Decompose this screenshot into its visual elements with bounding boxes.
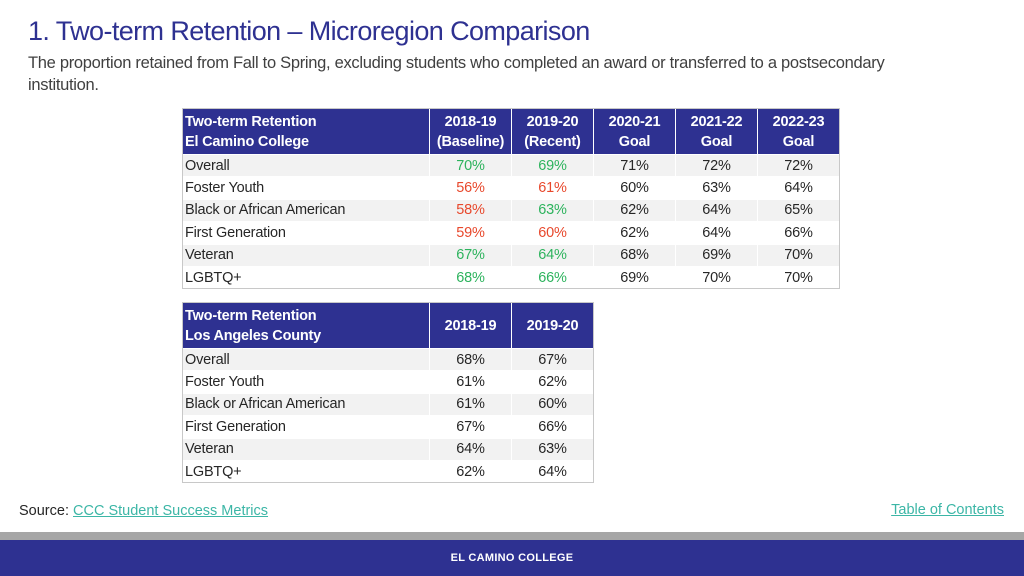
row-label: Veteran [182, 437, 430, 461]
table-cell: 64% [675, 198, 758, 223]
table-cell: 68% [429, 347, 512, 372]
source-label: Source: [19, 503, 69, 519]
table-cell: 67% [511, 347, 594, 372]
table-cell: 65% [757, 198, 840, 223]
table-cell: 64% [511, 243, 594, 267]
ccc-metrics-link[interactable]: CCC Student Success Metrics [73, 503, 269, 519]
table-row: Foster Youth 56% 61% 60% 63% 64% [182, 176, 840, 200]
table-cell: 66% [511, 265, 594, 290]
column-header: 2019-20 (Recent) [511, 108, 594, 155]
row-label: First Generation [182, 221, 430, 245]
table-cell: 61% [429, 392, 512, 417]
row-label: Overall [182, 347, 430, 372]
row-label: First Generation [182, 415, 430, 439]
table-cell: 62% [429, 459, 512, 484]
footer-divider [0, 532, 1024, 540]
table-cell: 63% [511, 198, 594, 223]
footer-college-name: EL CAMINO COLLEGE [450, 552, 574, 564]
table-header-row: Two-term Retention El Camino College 201… [182, 108, 840, 155]
table-cell: 62% [511, 370, 594, 394]
table-cell: 68% [593, 243, 676, 267]
row-label: LGBTQ+ [182, 459, 430, 484]
table-cell: 61% [429, 370, 512, 394]
table-cell: 63% [675, 176, 758, 200]
row-label: Black or African American [182, 198, 430, 223]
table-row: Black or African American 61% 60% [182, 392, 594, 417]
table-cell: 62% [593, 221, 676, 245]
column-header: 2021-22 Goal [675, 108, 758, 155]
table-cell: 70% [757, 265, 840, 290]
table-cell: 64% [675, 221, 758, 245]
table-cell: 61% [511, 176, 594, 200]
table-row: First Generation 67% 66% [182, 415, 594, 439]
source-note: Source: CCC Student Success Metrics [19, 503, 268, 519]
table-row: LGBTQ+ 68% 66% 69% 70% 70% [182, 265, 840, 290]
table-cell: 67% [429, 243, 512, 267]
column-header: 2018-19 (Baseline) [429, 108, 512, 155]
table-row: Overall 70% 69% 71% 72% 72% [182, 153, 840, 178]
table-row: LGBTQ+ 62% 64% [182, 459, 594, 484]
table-cell: 71% [593, 153, 676, 178]
table-cell: 72% [757, 153, 840, 178]
table-cell: 59% [429, 221, 512, 245]
table-cell: 69% [511, 153, 594, 178]
column-header: 2019-20 [511, 302, 594, 349]
footer-bar: EL CAMINO COLLEGE [0, 540, 1024, 576]
row-label: LGBTQ+ [182, 265, 430, 290]
table-cell: 70% [757, 243, 840, 267]
page-subtitle: The proportion retained from Fall to Spr… [28, 54, 885, 94]
table-cell: 62% [593, 198, 676, 223]
page-title: 1. Two-term Retention – Microregion Comp… [28, 16, 590, 46]
table-header-label: Two-term Retention El Camino College [182, 108, 430, 155]
table-cell: 64% [511, 459, 594, 484]
column-header: 2022-23 Goal [757, 108, 840, 155]
table-cell: 72% [675, 153, 758, 178]
table-cell: 70% [675, 265, 758, 290]
table-row: Veteran 67% 64% 68% 69% 70% [182, 243, 840, 267]
table-row: Veteran 64% 63% [182, 437, 594, 461]
row-label: Black or African American [182, 392, 430, 417]
table-cell: 63% [511, 437, 594, 461]
column-header: 2018-19 [429, 302, 512, 349]
table-header-row: Two-term Retention Los Angeles County 20… [182, 302, 594, 349]
table-cell: 66% [511, 415, 594, 439]
table-cell: 69% [675, 243, 758, 267]
table-cell: 58% [429, 198, 512, 223]
table-cell: 60% [511, 392, 594, 417]
table-cell: 60% [511, 221, 594, 245]
table-cell: 64% [757, 176, 840, 200]
table-header-label: Two-term Retention Los Angeles County [182, 302, 430, 349]
row-label: Foster Youth [182, 176, 430, 200]
row-label: Veteran [182, 243, 430, 267]
row-label: Foster Youth [182, 370, 430, 394]
table-cell: 68% [429, 265, 512, 290]
table-of-contents-link[interactable]: Table of Contents [891, 502, 1004, 518]
table-cell: 56% [429, 176, 512, 200]
table-cell: 60% [593, 176, 676, 200]
table-cell: 69% [593, 265, 676, 290]
table-cell: 64% [429, 437, 512, 461]
table-row: Foster Youth 61% 62% [182, 370, 594, 394]
table-cell: 66% [757, 221, 840, 245]
table-row: Black or African American 58% 63% 62% 64% 65% [182, 198, 840, 223]
table-row: First Generation 59% 60% 62% 64% 66% [182, 221, 840, 245]
column-header: 2020-21 Goal [593, 108, 676, 155]
row-label: Overall [182, 153, 430, 178]
table-row: Overall 68% 67% [182, 347, 594, 372]
table-cell: 70% [429, 153, 512, 178]
table-cell: 67% [429, 415, 512, 439]
ecc-retention-table: Two-term Retention El Camino College 201… [182, 108, 840, 290]
lac-retention-table: Two-term Retention Los Angeles County 20… [182, 302, 594, 484]
